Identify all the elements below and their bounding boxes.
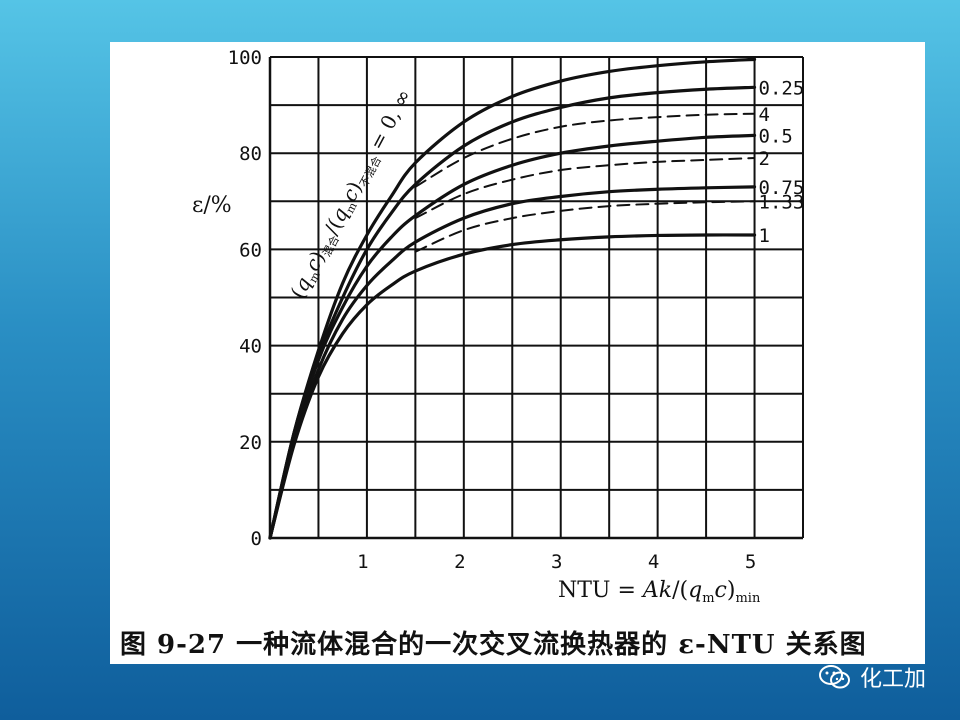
tick-labels: 0 20 40 60 80 100 1 2 3 4 5 xyxy=(228,47,757,573)
series-line xyxy=(268,233,757,540)
x-tick-label: 4 xyxy=(648,551,659,573)
figure-caption: 图 9-27 一种流体混合的一次交叉流换热器的 ε-NTU 关系图 xyxy=(120,630,867,660)
axes xyxy=(268,57,804,540)
series-line xyxy=(414,200,756,253)
curves xyxy=(268,57,757,540)
series-label: 1.33 xyxy=(759,191,805,213)
series-line xyxy=(414,112,756,188)
x-axis-label: NTU = Ak/(qmc)min xyxy=(558,578,761,606)
y-axis-label: ε/% xyxy=(192,193,232,218)
x-tick-label: 2 xyxy=(454,551,465,573)
y-tick-label: 20 xyxy=(239,432,262,454)
x-tick-label: 5 xyxy=(745,551,756,573)
series-label: 0.5 xyxy=(759,125,793,147)
grid xyxy=(270,56,803,538)
family-label: (qmc)混合/(qmc)不混合 = 0, ∞ xyxy=(285,85,418,303)
watermark: 化工加 xyxy=(818,662,926,692)
y-tick-label: 60 xyxy=(239,239,262,261)
x-tick-label: 3 xyxy=(551,551,562,573)
series-label: 4 xyxy=(759,104,770,126)
x-tick-label: 1 xyxy=(357,551,368,573)
series-line xyxy=(268,185,757,540)
y-tick-label: 100 xyxy=(228,47,262,69)
y-tick-label: 40 xyxy=(239,336,262,358)
curve-labels: 0.25 40.52 0.751.33 1 xyxy=(759,77,805,247)
y-tick-label: 0 xyxy=(251,528,262,550)
series-label: 0.75 xyxy=(759,177,805,199)
watermark-text: 化工加 xyxy=(860,667,927,692)
wechat-icon xyxy=(819,665,850,689)
series-label: 2 xyxy=(759,148,770,170)
series-label: 0.25 xyxy=(759,77,805,99)
y-tick-label: 80 xyxy=(239,143,262,165)
figure-panel: 0 20 40 60 80 100 1 2 3 4 5 0.25 4 0.5 2 0.75 1.33 1 ε/%… xyxy=(110,42,925,664)
series-line xyxy=(414,157,756,220)
series-line xyxy=(268,85,757,540)
series-line xyxy=(268,133,757,540)
series-label: 1 xyxy=(759,225,770,247)
